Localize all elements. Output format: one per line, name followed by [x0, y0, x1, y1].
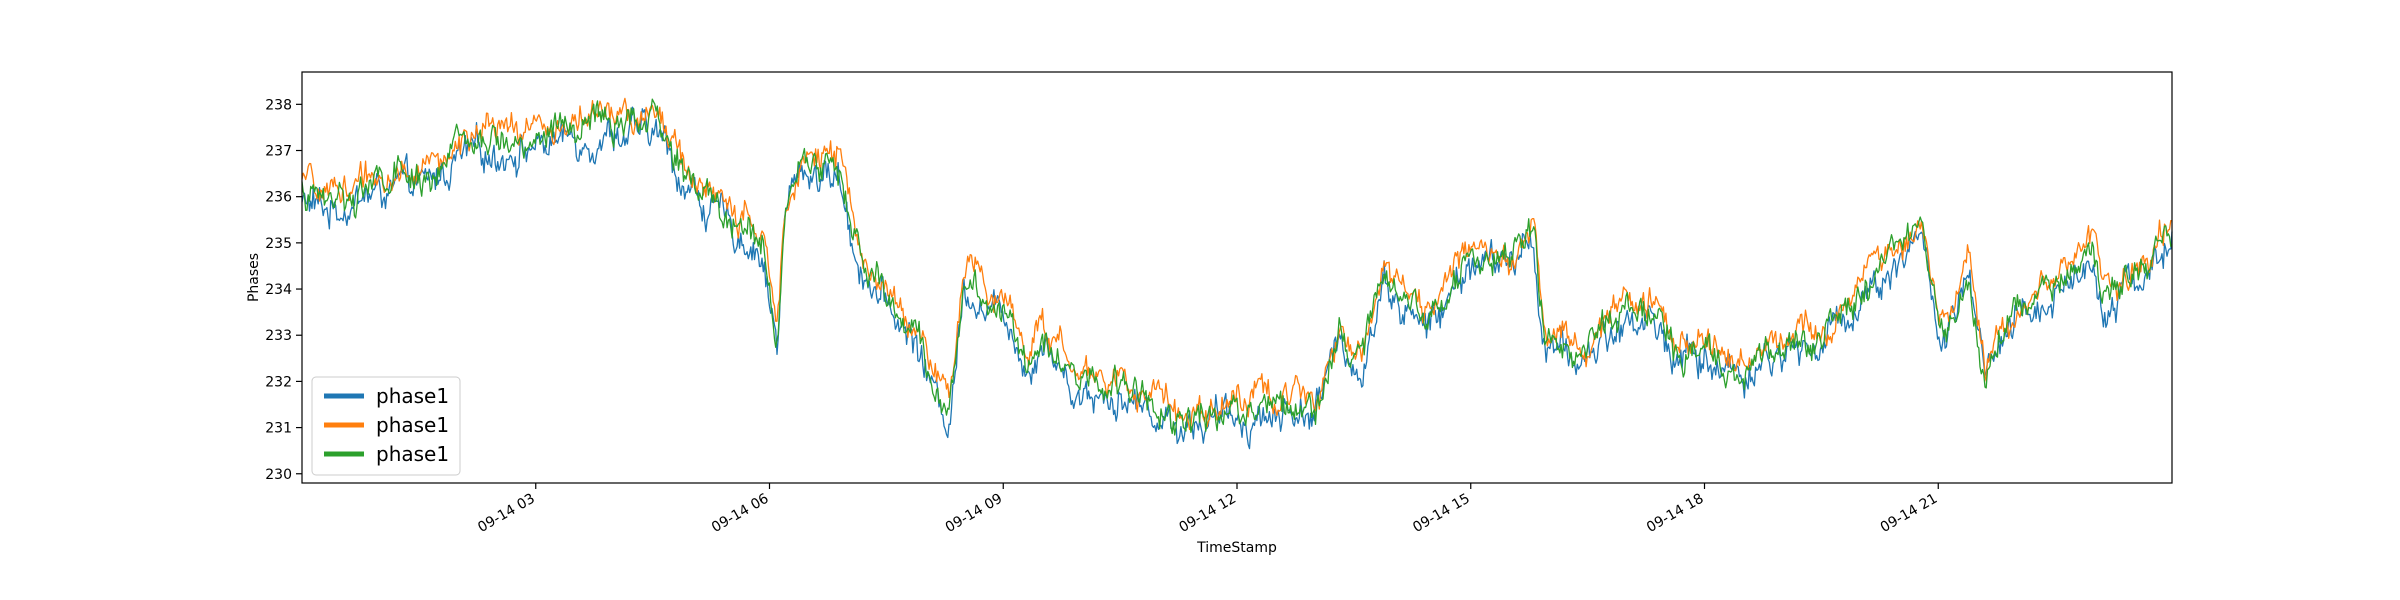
x-tick-label: 09-14 12: [1176, 491, 1239, 536]
y-tick-label: 231: [265, 421, 292, 437]
x-tick-label: 09-14 03: [475, 491, 538, 536]
legend-box: [311, 376, 461, 476]
series-line-3: [301, 98, 2173, 436]
series-layer: [301, 97, 2173, 450]
y-tick-label: 232: [265, 374, 292, 390]
x-tick-label: 09-14 09: [943, 491, 1006, 536]
y-tick-label: 238: [265, 97, 292, 113]
y-tick-label: 237: [265, 144, 292, 160]
x-tick-label: 09-14 21: [1878, 491, 1941, 536]
x-tick-label: 09-14 06: [709, 491, 772, 536]
y-axis-label: Phases: [246, 253, 262, 302]
legend-label: phase1: [376, 413, 449, 437]
series-line-1: [301, 106, 2173, 450]
legend-label: phase1: [376, 384, 449, 408]
y-tick-label: 230: [265, 467, 292, 483]
x-tick-label: 09-14 15: [1410, 491, 1473, 536]
y-axis: 230 231 232 233 234 235 236 237 238: [265, 97, 302, 483]
series-line-2: [301, 97, 2172, 431]
legend: phase1 phase1 phase1: [311, 376, 461, 476]
y-tick-label: 233: [265, 328, 292, 344]
y-tick-label: 235: [265, 236, 292, 252]
x-axis-label: TimeStamp: [1196, 540, 1277, 556]
x-tick-label: 09-14 18: [1644, 491, 1707, 536]
x-axis: 09-14 03 09-14 06 09-14 09 09-14 12 09-14 15…: [475, 483, 1940, 536]
y-tick-label: 234: [265, 282, 292, 298]
y-tick-label: 236: [265, 190, 292, 206]
legend-label: phase1: [376, 442, 449, 466]
